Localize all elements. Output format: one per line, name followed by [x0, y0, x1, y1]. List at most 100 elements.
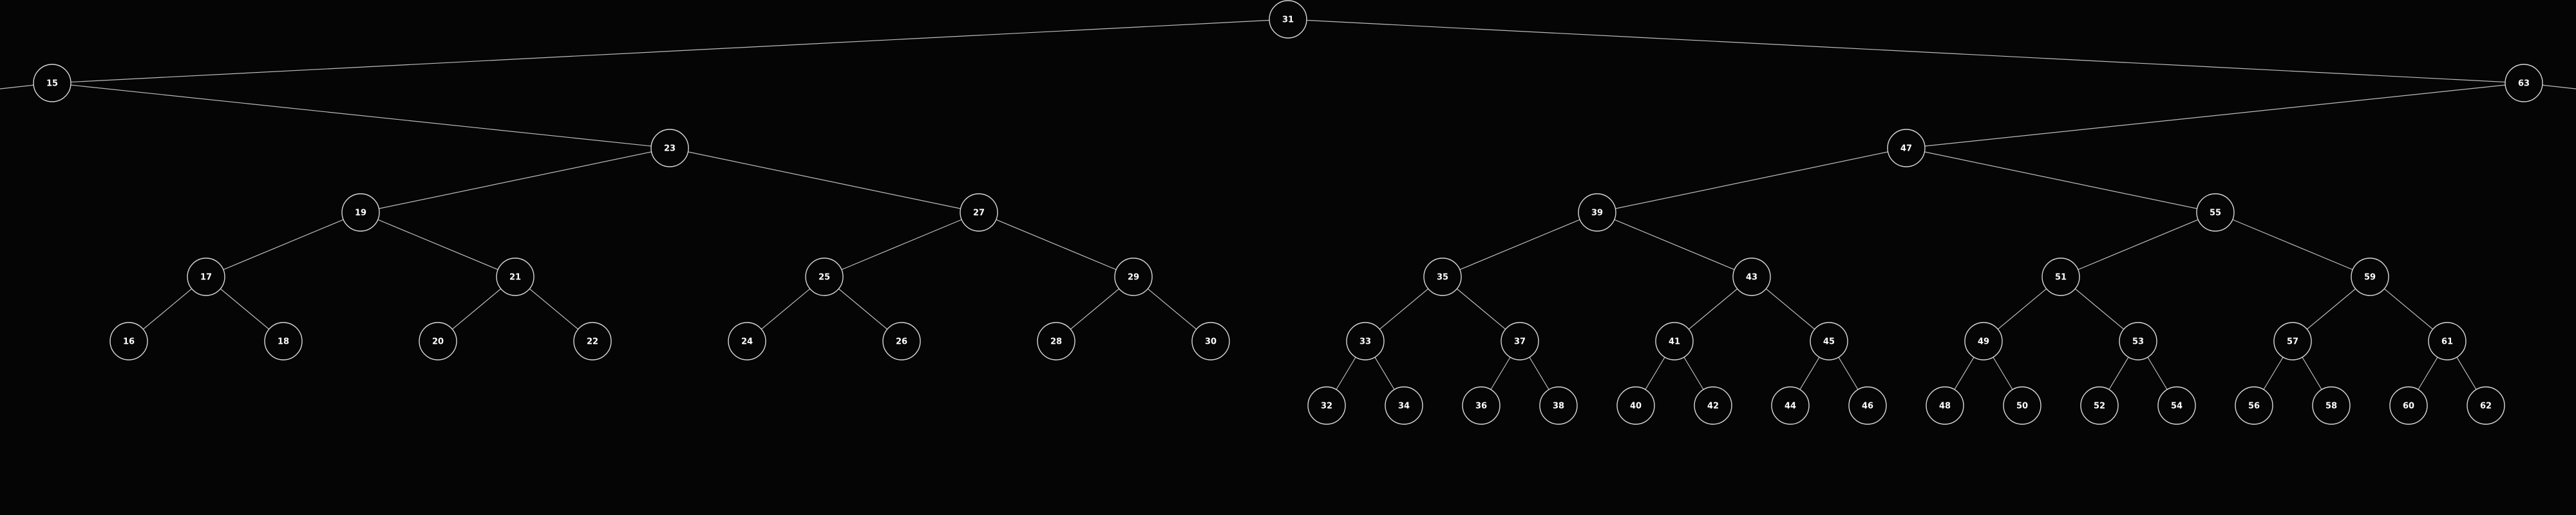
node-circle — [264, 322, 303, 360]
node-circle — [1114, 258, 1153, 296]
tree-node-19: 19 — [341, 193, 380, 232]
node-label: 50 — [2016, 402, 2028, 411]
node-label: 32 — [1321, 402, 1332, 411]
node-circle — [1578, 193, 1616, 232]
tree-node-28: 28 — [1037, 322, 1075, 360]
node-label: 46 — [1862, 402, 1873, 411]
node-circle — [341, 193, 380, 232]
edge-55-59 — [2215, 212, 2371, 277]
node-circle — [2235, 386, 2273, 425]
node-circle — [1269, 0, 1307, 39]
tree-node-51: 51 — [2041, 258, 2080, 296]
tree-node-54: 54 — [2157, 386, 2196, 425]
node-label: 16 — [123, 337, 135, 347]
node-circle — [2505, 64, 2543, 102]
tree-node-59: 59 — [2351, 258, 2389, 296]
node-label: 37 — [1514, 337, 1526, 347]
node-circle — [882, 322, 921, 360]
tree-node-17: 17 — [187, 258, 225, 296]
edge-15-23 — [52, 82, 670, 149]
edge-31-63 — [1287, 19, 2524, 84]
node-circle — [419, 322, 457, 360]
node-label: 63 — [2518, 79, 2530, 89]
tree-node-18: 18 — [264, 322, 303, 360]
edge-55-51 — [2060, 212, 2216, 277]
node-circle — [1810, 322, 1848, 360]
node-circle — [2080, 386, 2119, 425]
tree-node-57: 57 — [2273, 322, 2312, 360]
node-label: 49 — [1978, 337, 1989, 347]
tree-node-47: 47 — [1887, 129, 1926, 167]
node-circle — [2389, 386, 2428, 425]
tree-node-27: 27 — [960, 193, 998, 232]
node-label: 41 — [1669, 337, 1680, 347]
node-label: 18 — [278, 337, 289, 347]
node-circle — [960, 193, 998, 232]
tree-node-24: 24 — [728, 322, 766, 360]
node-label: 34 — [1398, 402, 1410, 411]
node-label: 22 — [587, 337, 598, 347]
node-circle — [2428, 322, 2467, 360]
edge-63-47 — [1906, 82, 2524, 149]
node-label: 27 — [973, 209, 985, 218]
tree-node-53: 53 — [2119, 322, 2157, 360]
node-label: 20 — [432, 337, 444, 347]
tree-node-41: 41 — [1655, 322, 1694, 360]
node-label: 33 — [1359, 337, 1371, 347]
node-label: 51 — [2055, 273, 2067, 283]
node-label: 38 — [1553, 402, 1564, 411]
node-circle — [1771, 386, 1810, 425]
edge-47-39 — [1596, 147, 1907, 213]
tree-node-33: 33 — [1346, 322, 1385, 360]
tree-node-22: 22 — [573, 322, 612, 360]
tree-node-61: 61 — [2428, 322, 2467, 360]
tree-node-29: 29 — [1114, 258, 1153, 296]
tree-node-34: 34 — [1385, 386, 1423, 425]
node-label: 30 — [1205, 337, 1217, 347]
edge-39-35 — [1442, 212, 1598, 277]
node-circle — [1037, 322, 1075, 360]
node-circle — [2003, 386, 2041, 425]
node-circle — [1539, 386, 1578, 425]
node-circle — [1307, 386, 1346, 425]
node-label: 26 — [896, 337, 907, 347]
tree-node-63: 63 — [2505, 64, 2543, 102]
tree-node-31: 31 — [1269, 0, 1307, 39]
node-label: 58 — [2325, 402, 2337, 411]
tree-node-46: 46 — [1848, 386, 1887, 425]
edge-19-21 — [360, 212, 516, 277]
tree-node-23: 23 — [650, 129, 689, 167]
tree-node-42: 42 — [1694, 386, 1732, 425]
tree-node-38: 38 — [1539, 386, 1578, 425]
node-circle — [2351, 258, 2389, 296]
node-circle — [1694, 386, 1732, 425]
node-circle — [1887, 129, 1926, 167]
tree-node-32: 32 — [1307, 386, 1346, 425]
node-circle — [1385, 386, 1423, 425]
node-circle — [2119, 322, 2157, 360]
tree-node-36: 36 — [1462, 386, 1501, 425]
node-label: 21 — [509, 273, 521, 283]
node-circle — [2196, 193, 2235, 232]
tree-node-30: 30 — [1191, 322, 1230, 360]
node-label: 35 — [1437, 273, 1448, 283]
node-label: 43 — [1746, 273, 1757, 283]
node-circle — [2273, 322, 2312, 360]
tree-node-20: 20 — [419, 322, 457, 360]
node-circle — [187, 258, 225, 296]
node-circle — [1655, 322, 1694, 360]
node-label: 56 — [2248, 402, 2260, 411]
node-circle — [1501, 322, 1539, 360]
tree-node-16: 16 — [109, 322, 148, 360]
node-circle — [1926, 386, 1964, 425]
node-label: 60 — [2403, 402, 2414, 411]
node-label: 61 — [2441, 337, 2453, 347]
tree-node-25: 25 — [805, 258, 844, 296]
node-label: 57 — [2287, 337, 2298, 347]
node-circle — [728, 322, 766, 360]
tree-node-15: 15 — [33, 64, 71, 102]
node-label: 52 — [2094, 402, 2105, 411]
edge-23-19 — [360, 147, 670, 213]
node-circle — [1848, 386, 1887, 425]
tree-node-35: 35 — [1423, 258, 1462, 296]
